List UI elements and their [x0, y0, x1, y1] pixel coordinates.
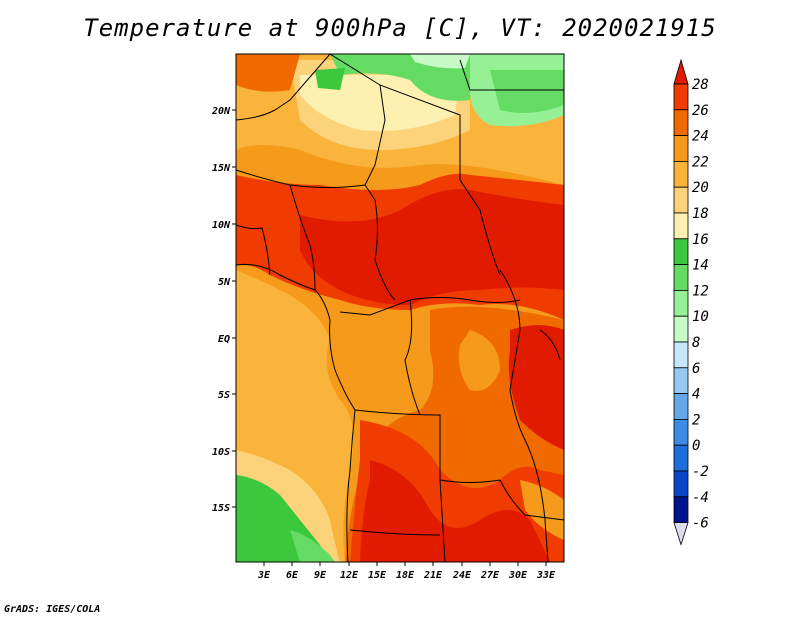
- colorbar-box: [673, 418, 689, 446]
- colorbar-box: [673, 83, 689, 111]
- field-green-spot: [315, 68, 345, 90]
- lon-tick-6e: 6E: [286, 570, 299, 581]
- colorbar-label: 12: [692, 283, 709, 299]
- grads-credit: GrADS: IGES/COLA: [4, 604, 101, 615]
- lat-tick-15n: 15N: [212, 163, 231, 174]
- lon-tick-3e: 3E: [257, 570, 271, 581]
- lon-tick-9e: 9E: [314, 570, 327, 581]
- lat-tick-15s: 15S: [212, 503, 230, 514]
- colorbar-label: -4: [692, 490, 709, 506]
- colorbar-label: 4: [692, 387, 700, 403]
- colorbar-label: -6: [692, 516, 709, 532]
- colorbar-label: 16: [692, 232, 709, 248]
- colorbar-box: [673, 496, 689, 523]
- lon-tick-18e: 18E: [396, 570, 415, 581]
- colorbar-box: [673, 186, 689, 214]
- colorbar-label: 26: [692, 103, 709, 119]
- field-12-sw: [290, 530, 335, 562]
- colorbar-box: [673, 135, 689, 162]
- colorbar-box: [673, 367, 689, 394]
- colorbar-label: 8: [692, 335, 700, 351]
- lat-tick-5n: 5N: [218, 277, 231, 288]
- lon-tick-33e: 33E: [536, 570, 556, 581]
- colorbar-label: 18: [692, 206, 709, 222]
- colorbar-bottom-arrow: [673, 522, 689, 546]
- colorbar-label: 14: [692, 258, 709, 274]
- chart-title: Temperature at 900hPa [C], VT: 202002191…: [83, 14, 717, 42]
- colorbar-label: 20: [692, 180, 709, 196]
- field-28-band: [300, 189, 564, 305]
- lat-tick-20n: 20N: [211, 106, 231, 117]
- lon-tick-21e: 21E: [423, 570, 443, 581]
- colorbar-box: [673, 315, 689, 343]
- colorbar-box: [673, 341, 689, 369]
- colorbar-box: [673, 264, 689, 291]
- lon-tick-12e: 12E: [340, 570, 359, 581]
- lon-tick-15e: 15E: [368, 570, 387, 581]
- colorbar-box: [673, 470, 689, 498]
- lat-tick-5s: 5S: [218, 390, 230, 401]
- lon-tick-24e: 24E: [452, 570, 472, 581]
- colorbar-label: 6: [692, 361, 700, 377]
- field-28-south: [360, 460, 550, 562]
- lon-tick-30e: 30E: [508, 570, 528, 581]
- colorbar-label: 22: [692, 154, 709, 170]
- field-22-se: [520, 480, 564, 540]
- lon-tick-27e: 27E: [480, 570, 500, 581]
- colorbar-box: [673, 212, 689, 240]
- colorbar-box: [673, 444, 689, 472]
- field-28-east: [508, 325, 564, 450]
- temperature-field: [236, 54, 564, 562]
- colorbar-box: [673, 160, 689, 188]
- colorbar-label: 28: [692, 77, 709, 93]
- borders: [236, 54, 564, 562]
- colorbar-label: 24: [692, 129, 709, 145]
- colorbar-box: [673, 393, 689, 420]
- colorbar-label: 10: [692, 309, 709, 325]
- field-10-north: [410, 54, 470, 69]
- colorbar-box: [673, 289, 689, 317]
- lat-tick-eq: EQ: [218, 334, 230, 345]
- field-22-congo: [330, 316, 424, 404]
- map-frame: [235, 53, 565, 563]
- field-green-ne: [490, 70, 564, 114]
- lat-tick-10s: 10S: [212, 447, 230, 458]
- colorbar-label: 2: [692, 412, 700, 428]
- field-nw-warm: [236, 54, 300, 92]
- colorbar-top-arrow: [673, 58, 689, 85]
- field-22-east: [458, 330, 500, 391]
- latitude-axis: 20N 15N 10N 5N EQ 5S 10S 15S: [211, 106, 236, 514]
- longitude-axis: 3E 6E 9E 12E 15E 18E 21E 24E 27E 30E 33E: [257, 562, 556, 581]
- colorbar-box: [673, 109, 689, 137]
- colorbar-label: -2: [692, 464, 709, 480]
- lat-tick-10n: 10N: [212, 220, 231, 231]
- colorbar-label: 0: [692, 438, 700, 454]
- colorbar-box: [673, 238, 689, 266]
